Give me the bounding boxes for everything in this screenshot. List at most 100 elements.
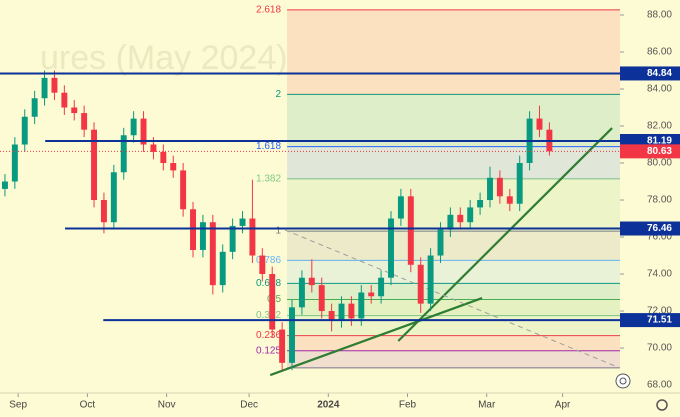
candle-body [199,222,206,250]
fib-zone [287,94,620,147]
candle-body [130,118,137,136]
candle-body [397,196,404,219]
candle-body [318,285,325,312]
fib-level-label: 1.618 [256,141,281,152]
candle-body [229,225,236,252]
candle-body [259,255,266,275]
price-tag-label: 71.51 [647,315,672,326]
x-tick-label: Apr [555,400,571,411]
last-price-label: 80.63 [647,146,672,157]
fib-level-label: 0.236 [256,330,281,341]
fib-level-label: 2 [276,89,282,100]
candle-body [1,181,8,189]
candle-body [506,196,513,204]
candle-body [51,77,58,93]
y-tick-label: 68.00 [647,380,672,391]
candle-body [536,118,543,130]
fib-zone [287,178,620,232]
x-tick-label: Dec [240,400,258,411]
candle-body [269,274,276,330]
reset-icon [619,377,627,385]
fib-level-label: 1.382 [256,174,281,185]
candle-body [81,113,88,130]
candle-body [368,292,375,297]
price-tag [620,221,680,236]
y-tick-label: 88.00 [647,10,672,21]
candle-body [11,144,18,182]
fib-level-label: 1 [276,226,282,237]
candle-body [120,135,127,173]
candle-body [338,303,345,321]
candle-body [437,229,444,256]
fib-zone [287,9,620,95]
candle-body [328,311,335,321]
candle-body [348,303,355,319]
x-tick-label: Oct [80,400,96,411]
candle-body [150,144,157,152]
candle-body [180,170,187,210]
candle-body [487,177,493,201]
candle-body [110,172,117,223]
last-price-tag [620,144,680,159]
y-tick-label: 70.00 [647,343,672,354]
reset-button[interactable] [615,373,631,389]
candle-body [496,177,503,197]
candle-body [467,207,474,223]
candle-body [31,98,38,117]
x-tick-label: Feb [399,400,417,411]
y-tick-label: 80.00 [647,158,672,169]
price-tag-label: 81.19 [647,136,672,147]
candle-body [279,329,286,363]
candle-body [477,200,484,208]
candle-body [209,222,216,286]
y-tick-label: 84.00 [647,84,672,95]
trend-line [269,297,483,377]
candle-body [170,163,177,171]
candle-body [249,218,256,256]
fib-level-label: 0.125 [256,345,281,356]
fib-zone [287,315,620,336]
candle-body [219,251,226,286]
candle-body [358,292,365,319]
y-tick-label: 82.00 [647,121,672,132]
candle-body [417,264,424,304]
y-tick-label: 78.00 [647,195,672,206]
plot: 0.1250.2360.3820.50.6180.78611.3821.6182… [0,5,680,411]
candle-body [407,196,414,265]
x-tick-label: Mar [478,400,496,411]
trend-line [284,229,621,369]
fib-zone [287,350,620,368]
x-tick-label: Nov [158,400,176,411]
y-tick-label: 76.00 [647,232,672,243]
fib-zone [287,146,620,179]
price-tag [620,66,680,81]
fib-level-label: 2.618 [256,5,281,16]
candle-body [140,118,147,145]
fib-zone [287,231,620,261]
fib-zone [287,260,620,284]
candle-body [289,307,295,363]
candle-body [61,92,68,108]
candle-body [516,163,523,204]
candle-body [190,209,196,250]
price-tag-label: 84.84 [647,68,672,79]
trend-line [397,127,613,342]
candle-body [239,218,246,226]
candle-body [160,151,167,164]
price-tag-label: 76.46 [647,223,672,234]
candle-body [298,277,305,308]
candle-body [71,107,78,114]
candle-body [457,214,464,223]
candle-body [21,116,28,145]
candle-body [378,277,385,297]
y-tick-label: 86.00 [647,47,672,58]
candle-body [388,218,394,278]
price-tag [620,313,680,328]
x-tick-label: 2024 [317,400,340,411]
candle-body [100,200,107,223]
watermark: ures (May 2024) [40,39,288,77]
settings-button[interactable] [656,399,668,411]
x-tick-label: Sep [9,400,27,411]
